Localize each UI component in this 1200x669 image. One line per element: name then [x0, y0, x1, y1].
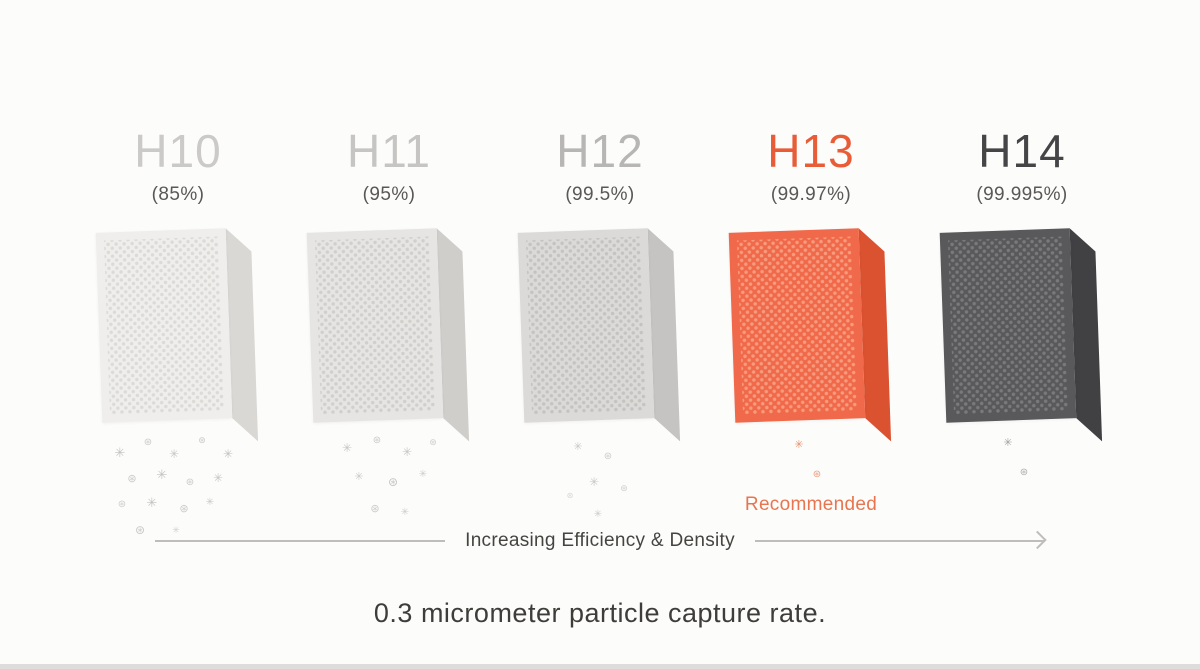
filter-panel-3d [306, 227, 472, 442]
particle-icon: ✳ [354, 471, 364, 483]
particle-icon: ⊛ [1019, 467, 1029, 478]
filter-front-face [306, 228, 444, 423]
filter-panel-3d [728, 227, 894, 442]
particle-icon: ✳ [341, 441, 353, 455]
particle-icon: ✳ [172, 525, 180, 535]
particle-icon: ✳ [400, 507, 410, 518]
filter-front-face [728, 228, 866, 423]
arrow-right-icon [1028, 530, 1047, 550]
particles: ✳ ⊛ ✳ ⊛ ✳ ⊛ ✳ ⊛ ✳ [299, 432, 479, 536]
particle-icon: ✳ [1003, 437, 1013, 449]
filter-mesh [103, 236, 224, 415]
particle-icon: ✳ [794, 439, 804, 451]
capture-rate-label: (99.5%) [565, 184, 635, 205]
particle-icon: ✳ [588, 475, 600, 489]
particle-icon: ⊛ [117, 499, 127, 510]
efficiency-axis: Increasing Efficiency & Density [155, 530, 1047, 552]
filter-panel [939, 228, 1103, 442]
particle-icon: ⊛ [372, 435, 382, 446]
particles: ✳ ⊛ ✳ ⊛ ✳ ⊛ ✳ ⊛ ✳ ⊛ ✳ ⊛ ✳ ⊛ ✳ [88, 432, 268, 537]
filter-panel [517, 228, 681, 442]
particle-icon: ✳ [418, 469, 428, 480]
particle-icon: ⊛ [134, 523, 146, 537]
filter-front-face [517, 228, 655, 423]
filter-mesh [947, 236, 1068, 415]
filter-column-h14: H14 (99.995%) ✳ ⊛ [924, 128, 1120, 536]
particles: ✳ ⊛ ✳ ⊛ ✳ ⊛ [510, 432, 690, 536]
particle-icon: ⊛ [429, 437, 437, 447]
filter-panel-3d [939, 227, 1105, 442]
particle-icon: ⊛ [143, 437, 153, 448]
particle-icon: ⊛ [812, 469, 822, 480]
filter-panel [306, 228, 470, 442]
grade-label: H10 [134, 125, 222, 177]
bottom-divider [0, 664, 1200, 669]
grade-label: H12 [556, 125, 644, 177]
grade-label: H13 [767, 125, 855, 177]
axis-label: Increasing Efficiency & Density [465, 530, 735, 551]
particle-icon: ✳ [401, 445, 413, 459]
particles: ✳ ⊛ [932, 432, 1112, 536]
filter-column-h10: H10 (85%) ✳ ⊛ ✳ ⊛ ✳ ⊛ ✳ ⊛ ✳ ⊛ ✳ ⊛ ✳ ⊛ ✳ [80, 128, 276, 536]
particle-icon: ⊛ [127, 473, 137, 485]
axis-line-right [754, 530, 1047, 550]
capture-rate-label: (95%) [362, 184, 416, 205]
filter-columns: H10 (85%) ✳ ⊛ ✳ ⊛ ✳ ⊛ ✳ ⊛ ✳ ⊛ ✳ ⊛ ✳ ⊛ ✳ H11 (95%) [80, 128, 1120, 536]
filter-mesh [314, 236, 435, 415]
filter-panel [728, 228, 892, 442]
caption: 0.3 micrometer particle capture rate. [373, 598, 827, 628]
particle-icon: ⊛ [370, 503, 380, 515]
particle-icon: ✳ [168, 447, 180, 461]
particle-icon: ✳ [212, 471, 224, 485]
axis-line-left [155, 540, 446, 542]
filter-panel-3d [517, 227, 683, 442]
capture-rate-label: (85%) [151, 184, 205, 205]
particle-icon: ⊛ [620, 483, 628, 493]
filter-column-h13: H13 (99.97%) Recommended ✳ ⊛ [713, 128, 909, 536]
filter-front-face [939, 228, 1077, 423]
particle-icon: ✳ [222, 447, 234, 461]
particle-icon: ⊛ [603, 451, 613, 462]
grade-label: H11 [347, 125, 431, 177]
particle-icon: ✳ [573, 441, 583, 453]
particle-icon: ✳ [146, 495, 158, 510]
particle-icon: ⊛ [198, 435, 206, 445]
filter-mesh [736, 236, 857, 415]
particle-icon: ⊛ [566, 491, 574, 500]
particle-icon: ✳ [156, 467, 168, 482]
grade-label: H14 [978, 125, 1066, 177]
particle-icon: ✳ [593, 509, 603, 520]
capture-rate-label: (99.97%) [770, 184, 852, 205]
particle-icon: ⊛ [185, 477, 195, 488]
particle-icon: ✳ [114, 445, 126, 460]
filter-panel [95, 228, 259, 442]
filter-panel-3d [95, 227, 261, 442]
particle-icon: ⊛ [179, 503, 189, 515]
particle-icon: ✳ [205, 497, 215, 508]
filter-mesh [525, 236, 646, 415]
particle-icon: ⊛ [387, 475, 399, 489]
particles: Recommended ✳ ⊛ [721, 432, 901, 536]
filter-column-h11: H11 (95%) ✳ ⊛ ✳ ⊛ ✳ ⊛ ✳ ⊛ ✳ [291, 128, 487, 536]
filter-front-face [95, 228, 233, 423]
filter-column-h12: H12 (99.5%) ✳ ⊛ ✳ ⊛ ✳ ⊛ [502, 128, 698, 536]
recommended-label: Recommended [744, 494, 878, 515]
capture-rate-label: (99.995%) [976, 184, 1068, 205]
